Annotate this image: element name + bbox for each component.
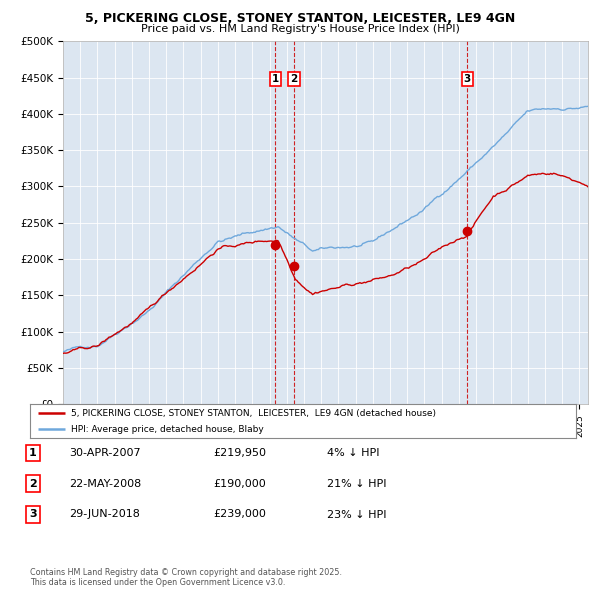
Text: 21% ↓ HPI: 21% ↓ HPI [327,479,386,489]
Text: Contains HM Land Registry data © Crown copyright and database right 2025.
This d: Contains HM Land Registry data © Crown c… [30,568,342,587]
Text: 29-JUN-2018: 29-JUN-2018 [69,510,140,519]
Text: £239,000: £239,000 [213,510,266,519]
Text: 5, PICKERING CLOSE, STONEY STANTON,  LEICESTER,  LE9 4GN (detached house): 5, PICKERING CLOSE, STONEY STANTON, LEIC… [71,409,436,418]
Text: 23% ↓ HPI: 23% ↓ HPI [327,510,386,519]
Text: 4% ↓ HPI: 4% ↓ HPI [327,448,380,458]
Text: 1: 1 [272,74,279,84]
Text: 2: 2 [29,479,37,489]
Text: Price paid vs. HM Land Registry's House Price Index (HPI): Price paid vs. HM Land Registry's House … [140,24,460,34]
Text: HPI: Average price, detached house, Blaby: HPI: Average price, detached house, Blab… [71,425,264,434]
Text: 5, PICKERING CLOSE, STONEY STANTON, LEICESTER, LE9 4GN: 5, PICKERING CLOSE, STONEY STANTON, LEIC… [85,12,515,25]
Text: 2: 2 [290,74,298,84]
Text: 30-APR-2007: 30-APR-2007 [69,448,140,458]
Text: £219,950: £219,950 [213,448,266,458]
Text: 3: 3 [29,510,37,519]
Text: 1: 1 [29,448,37,458]
Text: £190,000: £190,000 [213,479,266,489]
Text: 22-MAY-2008: 22-MAY-2008 [69,479,141,489]
Text: 3: 3 [464,74,471,84]
